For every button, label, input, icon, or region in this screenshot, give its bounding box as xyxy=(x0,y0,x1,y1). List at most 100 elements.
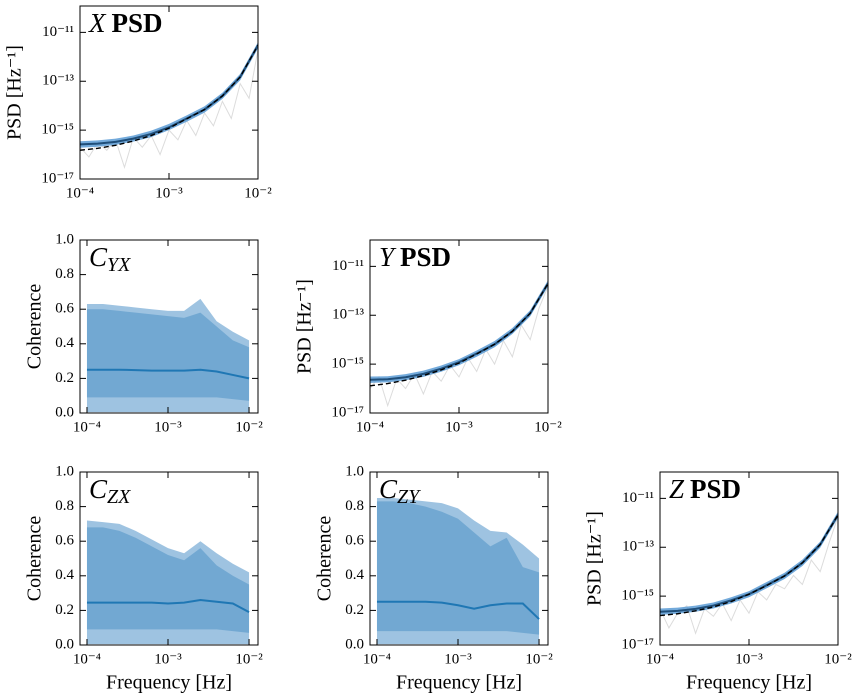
data-line xyxy=(370,282,548,381)
confidence-band xyxy=(370,280,548,383)
panel-title: CZX xyxy=(89,474,131,507)
data-line xyxy=(80,49,258,170)
y-tick-label: 10⁻¹³ xyxy=(42,73,74,89)
y-axis-label: PSD [Hz⁻¹] xyxy=(584,511,606,606)
confidence-band xyxy=(80,42,258,148)
title-symbol: X xyxy=(88,8,107,38)
panel: 10⁻⁴ 10⁻³ 10⁻² 10⁻¹⁷ 10⁻¹⁵ 10⁻¹³ 10⁻¹¹ Y PSD PSD … xyxy=(294,239,562,435)
panel: 10⁻⁴ 10⁻³ 10⁻² 10⁻¹⁷ 10⁻¹⁵ 10⁻¹³ 10⁻¹¹ Z PSD PSD … xyxy=(584,471,852,694)
title-subscript: ZY xyxy=(397,486,421,508)
confidence-band xyxy=(660,511,838,615)
plot-area xyxy=(86,520,250,645)
axes-frame xyxy=(79,239,259,414)
y-axis-label: Coherence xyxy=(24,284,46,370)
y-tick-label: 0.0 xyxy=(345,636,364,652)
panel: 10⁻⁴ 10⁻³ 10⁻² 0.0 0.2 0.4 0.6 0.8 1.0 CZX Coheren… xyxy=(24,463,264,693)
y-tick-label: 10⁻¹⁵ xyxy=(621,588,654,604)
panel-title: X PSD xyxy=(88,8,163,38)
x-tick-label: 10⁻² xyxy=(525,651,553,667)
x-tick-label: 10⁻³ xyxy=(155,185,183,201)
x-tick-label: 10⁻² xyxy=(235,651,263,667)
title-symbol: Z xyxy=(669,474,685,504)
y-tick-label: 10⁻¹¹ xyxy=(622,490,654,506)
title-subscript: ZX xyxy=(107,486,131,508)
y-tick-label: 10⁻¹³ xyxy=(622,539,654,555)
y-tick-label: 10⁻¹³ xyxy=(332,307,364,323)
x-tick-label: 10⁻⁴ xyxy=(356,419,384,435)
x-tick-label: 10⁻³ xyxy=(154,651,182,667)
y-tick-label: 10⁻¹⁵ xyxy=(331,356,364,372)
true-curve xyxy=(660,514,838,617)
x-tick-label: 10⁻³ xyxy=(444,651,472,667)
y-axis-label: PSD [Hz⁻¹] xyxy=(294,279,316,374)
x-tick-label: 10⁻³ xyxy=(154,419,182,435)
y-tick-label: 10⁻¹⁷ xyxy=(331,404,364,420)
y-tick-label: 0.0 xyxy=(55,404,74,420)
y-tick-label: 10⁻¹⁷ xyxy=(41,170,74,186)
y-axis-label: Coherence xyxy=(24,516,46,602)
title-symbol: C xyxy=(379,474,398,504)
data-line xyxy=(370,286,548,408)
data-line xyxy=(660,516,838,635)
y-tick-label: 0.4 xyxy=(345,567,364,583)
y-axis-label: Coherence xyxy=(314,516,336,602)
plot-area xyxy=(370,280,548,408)
y-tick-label: 0.6 xyxy=(55,301,74,317)
y-tick-label: 0.2 xyxy=(55,602,74,618)
panel: 10⁻⁴ 10⁻³ 10⁻² 0.0 0.2 0.4 0.6 0.8 1.0 CZY Coheren… xyxy=(314,463,554,693)
x-tick-label: 10⁻⁴ xyxy=(646,651,674,667)
axes-frame xyxy=(79,5,259,180)
y-tick-label: 10⁻¹¹ xyxy=(42,24,74,40)
x-tick-label: 10⁻² xyxy=(534,419,562,435)
panel-title: CYX xyxy=(89,242,131,275)
y-tick-label: 0.2 xyxy=(55,370,74,386)
panel-title: Z PSD xyxy=(669,474,741,504)
x-tick-label: 10⁻⁴ xyxy=(73,651,101,667)
x-tick-label: 10⁻³ xyxy=(735,651,763,667)
x-axis-label: Frequency [Hz] xyxy=(396,672,522,694)
title-text: PSD xyxy=(112,8,163,38)
x-tick-label: 10⁻² xyxy=(235,419,263,435)
confidence-band xyxy=(376,501,540,635)
title-symbol: C xyxy=(89,474,108,504)
y-tick-label: 0.2 xyxy=(345,602,364,618)
axes-frame xyxy=(369,471,549,646)
x-tick-label: 10⁻² xyxy=(244,185,272,201)
confidence-band xyxy=(86,309,250,401)
x-axis-label: Frequency [Hz] xyxy=(106,672,232,694)
title-subscript: YX xyxy=(107,254,131,276)
title-text: PSD xyxy=(690,474,741,504)
data-line xyxy=(86,599,250,614)
y-tick-label: 0.6 xyxy=(55,533,74,549)
axes-frame xyxy=(659,471,839,646)
panel-title: CZY xyxy=(379,474,421,507)
true-curve xyxy=(370,283,548,387)
y-tick-label: 0.4 xyxy=(55,567,74,583)
plot-area xyxy=(80,42,258,170)
x-tick-label: 10⁻³ xyxy=(445,419,473,435)
y-tick-label: 0.8 xyxy=(345,498,364,514)
x-tick-label: 10⁻⁴ xyxy=(66,185,94,201)
y-tick-label: 1.0 xyxy=(55,231,74,247)
y-tick-label: 10⁻¹⁵ xyxy=(41,122,74,138)
axes-frame xyxy=(79,471,259,646)
y-axis-label: PSD [Hz⁻¹] xyxy=(4,45,26,140)
y-tick-label: 0.0 xyxy=(55,636,74,652)
data-line xyxy=(376,600,540,620)
title-text: PSD xyxy=(400,242,451,272)
y-tick-label: 0.4 xyxy=(55,335,74,351)
data-line xyxy=(86,368,250,380)
x-tick-label: 10⁻⁴ xyxy=(73,419,101,435)
title-symbol: C xyxy=(89,242,108,272)
y-tick-label: 10⁻¹⁷ xyxy=(621,636,654,652)
y-tick-label: 1.0 xyxy=(55,463,74,479)
y-tick-label: 0.6 xyxy=(345,533,364,549)
x-tick-label: 10⁻² xyxy=(824,651,852,667)
y-tick-label: 1.0 xyxy=(345,463,364,479)
x-axis-label: Frequency [Hz] xyxy=(686,672,812,694)
panel-title: Y PSD xyxy=(379,242,451,272)
y-tick-label: 0.8 xyxy=(55,498,74,514)
